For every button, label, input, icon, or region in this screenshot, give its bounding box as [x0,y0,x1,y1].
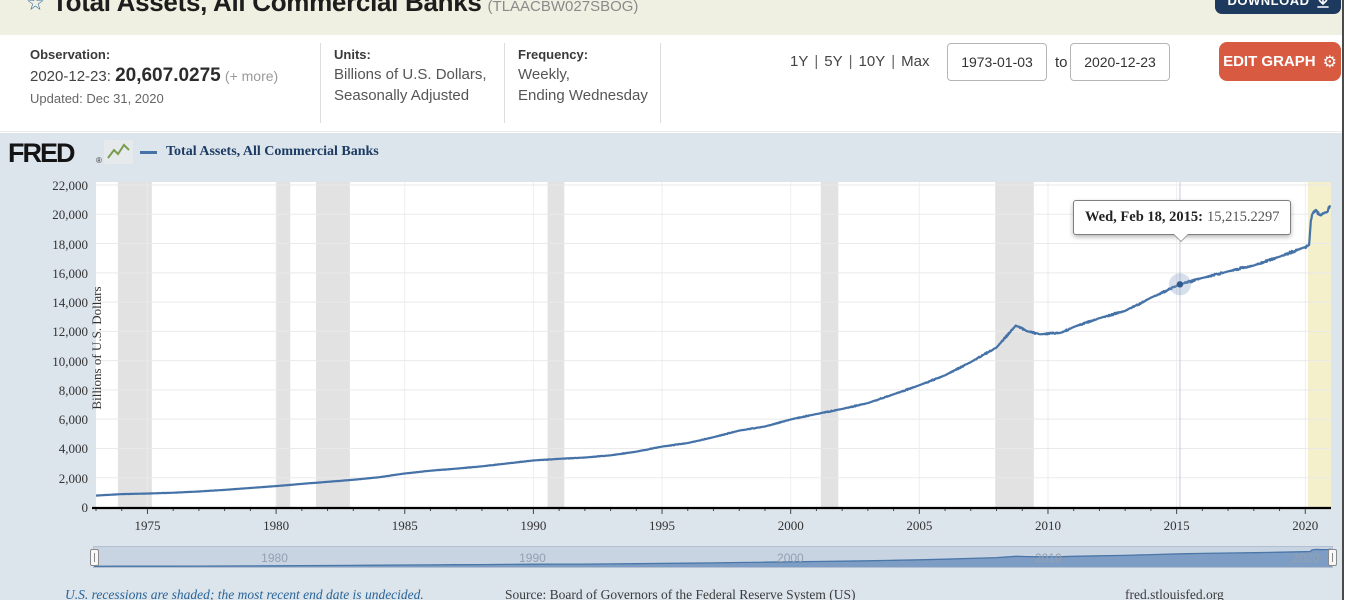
y-tick-label: 20,000 [52,207,88,223]
end-date-input[interactable] [1070,43,1170,81]
legend-label: Total Assets, All Commercial Banks [166,144,379,159]
observation-updated: Updated: Dec 31, 2020 [30,91,164,106]
title-row: Total Assets, All Commercial Banks (TLAAC… [52,0,638,18]
frequency-line2: Ending Wednesday [518,87,648,104]
date-to-label: to [1055,54,1068,71]
x-tick-label: 1975 [134,518,161,533]
observation-label: Observation: [30,47,111,62]
date-range-slider[interactable]: 1980 1990 2000 2010 2020 [90,546,1337,568]
units-label: Units: [334,47,371,62]
frequency-label: Frequency: [518,47,589,62]
y-tick-label: 22,000 [52,178,88,193]
edit-graph-button[interactable]: EDIT GRAPH ⚙ [1219,42,1341,81]
fred-logo[interactable]: FRED [8,138,75,168]
y-axis-title: Billions of U.S. Dollars [89,286,104,410]
slider-minimap [94,548,1332,567]
range-5y[interactable]: 5Y [824,53,843,70]
frequency-line1: Weekly, [518,66,570,83]
y-tick-label: 8,000 [58,382,88,398]
start-date-input[interactable] [947,43,1047,81]
tooltip-value: 15,215.2297 [1206,209,1280,225]
source-text: Source: Board of Governors of the Federa… [505,587,856,600]
download-button-label: DOWNLOAD [1227,0,1310,8]
legend-line-swatch [140,150,157,154]
observation-date: 2020-12-23: [30,68,111,85]
edit-graph-label: EDIT GRAPH [1223,53,1316,70]
range-max[interactable]: Max [901,53,930,70]
slider-handle-right[interactable] [1328,549,1337,566]
x-tick-label: 2015 [1163,518,1190,533]
y-tick-label: 18,000 [52,236,88,252]
x-tick-label: 1995 [649,518,676,533]
favorite-star-icon[interactable]: ☆ [26,0,45,15]
frequency-column: Frequency: Weekly, Ending Wednesday [518,47,658,104]
divider [660,43,661,123]
chart-header-bar: FRED ® Total Assets, All Commercial Bank… [0,137,1342,168]
meta-panel: Observation: 2020-12-23: 20,607.0275 (+ … [0,35,1342,132]
fred-logo-chart-icon [104,140,133,164]
chart-tooltip: Wed, Feb 18, 2015: 15,215.2297 [1072,200,1292,242]
range-10y[interactable]: 10Y [858,53,886,70]
chart-card: FRED ® Total Assets, All Commercial Bank… [0,133,1342,600]
observation-value-line: 2020-12-23: 20,607.0275 (+ more) [30,65,300,87]
range-1y[interactable]: 1Y [790,53,809,70]
range-separator: | [848,53,853,70]
slider-year-label: 2010 [1034,551,1062,565]
slider-year-label: 2020 [1292,551,1320,565]
x-tick-label: 2005 [906,518,933,533]
slider-year-label: 2000 [777,551,804,565]
tooltip-pointer [1172,233,1189,241]
units-line2: Seasonally Adjusted [334,87,470,104]
series-id: (TLAACBW027SBOG) [487,0,639,15]
units-line1: Billions of U.S. Dollars, [334,66,487,83]
y-tick-label: 14,000 [52,295,88,311]
site-link[interactable]: fred.stlouisfed.org [1125,587,1224,600]
gear-icon: ⚙ [1322,52,1337,71]
x-tick-label: 2020 [1292,518,1319,533]
title-strip: ☆ Total Assets, All Commercial Banks (TLA… [0,0,1342,35]
slider-year-label: 1990 [519,551,546,565]
slider-handle-left[interactable] [90,549,99,566]
y-tick-label: 4,000 [58,441,88,457]
observation-value: 20,607.0275 [115,65,221,86]
plot-area[interactable]: Billions of U.S. Dollars Wed, Feb 18, 20… [89,180,1332,514]
x-tick-label: 1985 [391,518,418,533]
tooltip-date: Wed, Feb 18, 2015: [1084,209,1203,225]
range-separator: | [891,53,896,70]
observation-column: Observation: 2020-12-23: 20,607.0275 (+ … [30,47,310,106]
y-tick-label: 0 [81,500,89,515]
page-title: Total Assets, All Commercial Banks [52,0,482,17]
x-tick-label: 1990 [520,518,547,533]
x-tick-label: 2000 [777,518,804,533]
x-tick-label: 2010 [1034,518,1061,533]
download-icon [1316,0,1329,8]
y-tick-label: 6,000 [58,412,88,428]
y-tick-label: 2,000 [58,470,88,486]
divider [320,43,321,123]
chart-footer: U.S. recessions are shaded; the most rec… [0,587,1342,600]
fred-logo-reg: ® [96,156,102,165]
observation-more-link[interactable]: (+ more) [224,68,279,84]
x-tick-label: 1980 [263,518,290,533]
y-tick-label: 10,000 [52,353,88,369]
y-tick-label: 16,000 [52,265,88,281]
divider [504,43,505,123]
slider-year-label: 1980 [261,551,288,565]
chart-svg[interactable] [92,180,1332,514]
range-separator: | [814,53,819,70]
units-column: Units: Billions of U.S. Dollars, Seasona… [334,47,499,104]
y-tick-label: 12,000 [52,324,88,340]
recession-note-link[interactable]: U.S. recessions are shaded; the most rec… [65,587,424,600]
legend: Total Assets, All Commercial Banks [140,144,379,160]
range-selector: 1Y | 5Y | 10Y | Max [790,53,929,70]
download-button[interactable]: DOWNLOAD [1215,0,1341,14]
